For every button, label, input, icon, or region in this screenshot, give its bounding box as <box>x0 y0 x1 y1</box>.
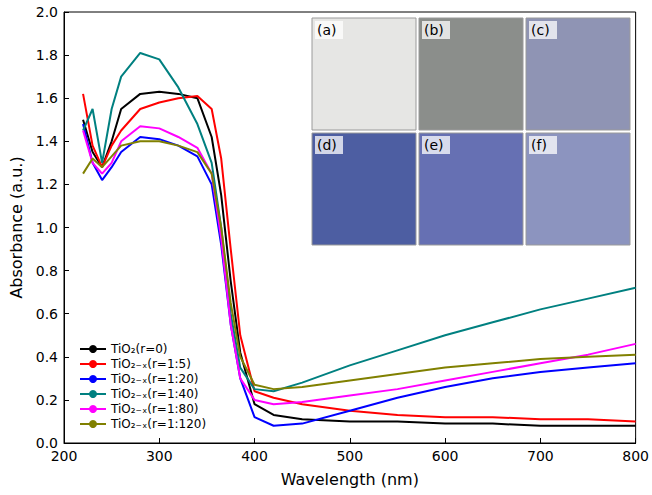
svg-text:TiO₂₋ₓ(r=1:40): TiO₂₋ₓ(r=1:40) <box>110 387 199 401</box>
svg-text:Wavelength (nm): Wavelength (nm) <box>281 470 419 489</box>
svg-text:200: 200 <box>51 448 78 464</box>
svg-text:TiO₂₋ₓ(r=1:20): TiO₂₋ₓ(r=1:20) <box>110 372 199 386</box>
svg-text:500: 500 <box>336 448 363 464</box>
svg-text:0.0: 0.0 <box>35 435 58 451</box>
svg-text:(e): (e) <box>424 137 444 153</box>
svg-text:0.8: 0.8 <box>36 263 58 279</box>
svg-text:2.0: 2.0 <box>36 4 58 20</box>
svg-text:300: 300 <box>146 448 173 464</box>
svg-text:(c): (c) <box>531 22 550 38</box>
svg-text:0.6: 0.6 <box>36 306 58 322</box>
svg-text:1.4: 1.4 <box>36 133 58 149</box>
svg-text:800: 800 <box>622 448 649 464</box>
svg-text:(f): (f) <box>531 137 547 153</box>
svg-text:1.6: 1.6 <box>36 90 58 106</box>
svg-text:TiO₂₋ₓ(r=1:120): TiO₂₋ₓ(r=1:120) <box>110 417 206 431</box>
svg-text:(d): (d) <box>317 137 337 153</box>
svg-text:TiO₂₋ₓ(r=1:80): TiO₂₋ₓ(r=1:80) <box>110 402 199 416</box>
svg-text:0.2: 0.2 <box>36 392 58 408</box>
svg-text:TiO₂₋ₓ(r=1:5): TiO₂₋ₓ(r=1:5) <box>110 357 191 371</box>
svg-text:(a): (a) <box>317 22 337 38</box>
svg-text:0.4: 0.4 <box>36 349 58 365</box>
svg-text:(b): (b) <box>424 22 444 38</box>
svg-text:400: 400 <box>241 448 268 464</box>
svg-text:600: 600 <box>432 448 459 464</box>
svg-text:1.0: 1.0 <box>36 220 58 236</box>
svg-text:1.2: 1.2 <box>36 176 58 192</box>
svg-text:Absorbance (a.u.): Absorbance (a.u.) <box>7 156 26 298</box>
svg-text:1.8: 1.8 <box>36 47 58 63</box>
svg-text:TiO₂(r=0): TiO₂(r=0) <box>110 342 168 356</box>
svg-text:700: 700 <box>527 448 554 464</box>
